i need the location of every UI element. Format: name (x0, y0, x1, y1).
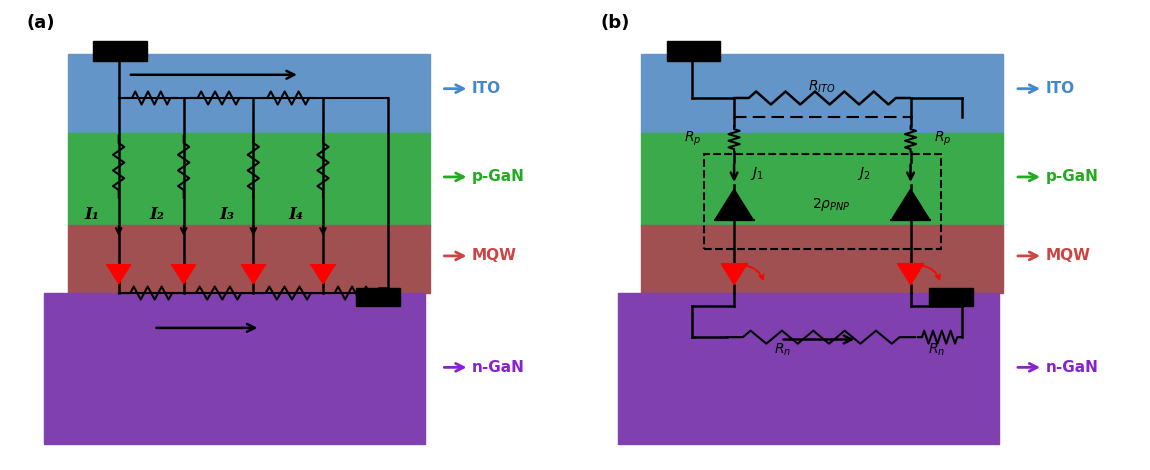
Bar (68, 54, 430, 133)
Text: I₃: I₃ (218, 205, 233, 223)
Text: ITO: ITO (472, 81, 500, 96)
Text: p-GaN: p-GaN (1045, 170, 1098, 184)
Polygon shape (714, 189, 753, 220)
Bar (929, 288, 973, 306)
Bar (642, 225, 1004, 293)
Polygon shape (107, 265, 130, 284)
Bar (93, 41, 146, 61)
Text: n-GaN: n-GaN (472, 360, 524, 375)
Bar (45, 293, 426, 444)
Text: I₄: I₄ (289, 205, 304, 223)
Text: (b): (b) (600, 15, 629, 32)
Text: $J_1$: $J_1$ (750, 164, 764, 182)
Text: $R_n$: $R_n$ (928, 342, 944, 359)
Text: p-GaN: p-GaN (472, 170, 524, 184)
Polygon shape (721, 265, 746, 284)
Bar (68, 225, 430, 293)
Bar (642, 133, 1004, 226)
Bar (355, 288, 400, 306)
Polygon shape (312, 265, 335, 284)
Text: MQW: MQW (472, 249, 516, 263)
Polygon shape (891, 189, 930, 220)
Polygon shape (898, 265, 923, 284)
Text: n-GaN: n-GaN (1045, 360, 1098, 375)
Bar (68, 133, 430, 226)
Polygon shape (172, 265, 196, 284)
Text: (a): (a) (26, 15, 55, 32)
Bar (618, 293, 999, 444)
Text: $R_{ITO}$: $R_{ITO}$ (808, 78, 836, 94)
Text: $R_p$: $R_p$ (935, 129, 952, 148)
Text: MQW: MQW (1045, 249, 1090, 263)
Polygon shape (242, 265, 264, 284)
Text: $R_p$: $R_p$ (683, 129, 702, 148)
Text: $R_n$: $R_n$ (774, 342, 791, 359)
Text: I₂: I₂ (150, 205, 164, 223)
Text: I₁: I₁ (84, 205, 99, 223)
Text: $2\rho_{PNP}$: $2\rho_{PNP}$ (812, 196, 851, 213)
Bar (667, 41, 720, 61)
Bar (704, 154, 941, 249)
Text: $J_2$: $J_2$ (857, 164, 871, 182)
Text: ITO: ITO (1045, 81, 1074, 96)
Bar (642, 54, 1004, 133)
